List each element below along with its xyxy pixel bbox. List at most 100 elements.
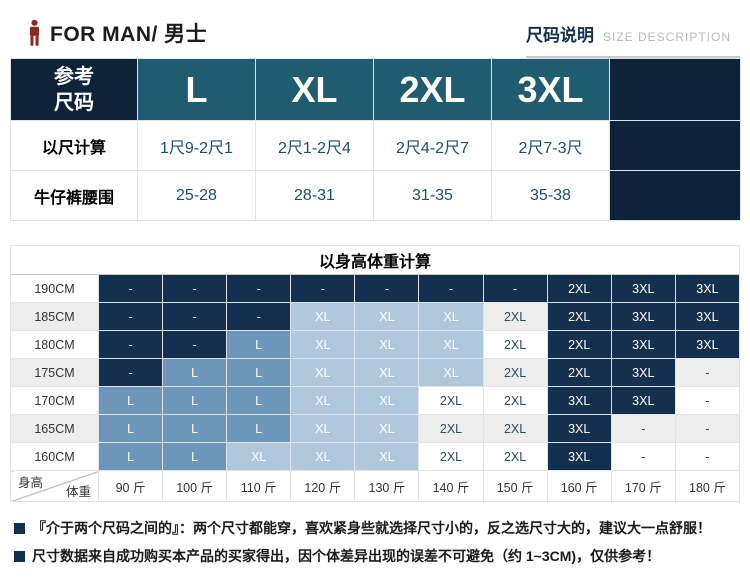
size-value-cell: 1尺9-2尺1 [137,120,256,171]
matrix-cell: XL [354,414,420,443]
matrix-cell: XL [418,302,484,331]
endcap-cell [609,58,741,121]
reference-size-table: 参考 尺码 L XL 2XL 3XL 以尺计算 1尺9-2尺1 2尺1-2尺4 … [10,58,741,221]
matrix-cell: 3XL [546,386,612,415]
square-bullet-icon [14,523,25,534]
matrix-cell: - [162,330,228,359]
matrix-cell: L [162,414,228,443]
axis-label-height: 身高 [18,476,44,490]
matrix-row: 185CM - - - XL XL XL 2XL 2XL 3XL 3XL [10,302,741,331]
matrix-cell: 3XL [674,302,741,331]
height-weight-matrix: 以身高体重计算 190CM - - - - - - -2XL 3XL 3XL 185CM - - - XL X… [10,245,741,502]
jeans-waist-row: 牛仔裤腰围 25-28 28-31 31-35 35-38 [10,170,741,221]
matrix-cell: 3XL [610,302,676,331]
height-label: 175CM [10,358,99,387]
square-bullet-icon [14,550,25,562]
matrix-cell: - [674,442,741,471]
endcap-cell [609,120,741,171]
matrix-cell: L [226,414,292,443]
matrix-cell: 2XL [482,386,548,415]
matrix-cell: 2XL [482,358,548,387]
matrix-cell: - [354,274,420,303]
matrix-cell: 3XL [610,386,676,415]
matrix-cell: XL [354,386,420,415]
corner-line2: 尺码 [54,91,94,114]
weight-label: 160 斤 [546,470,612,502]
size-value-cell: 2尺7-3尺 [491,120,610,171]
matrix-cell: - [226,274,292,303]
matrix-cell: 2XL [546,358,612,387]
matrix-row: 165CM L L L XL XL 2XL 2XL 3XL - - [10,414,741,443]
matrix-cell: L [162,386,228,415]
brand: FOR MAN/ 男士 [10,18,207,58]
matrix-cell: - [418,274,484,303]
note-text: 尺寸数据来自成功购买本产品的买家得出，因个体差异出现的误差不可避免（约 1~3C… [32,547,661,564]
matrix-cell: - [610,414,676,443]
matrix-cell: 3XL [674,330,741,359]
matrix-cell: XL [290,386,356,415]
matrix-cell: L [97,386,164,415]
axis-corner-cell: 身高 体重 [10,470,99,502]
matrix-cell: - [610,442,676,471]
chi-measure-row: 以尺计算 1尺9-2尺1 2尺1-2尺4 2尺4-2尺7 2尺7-3尺 [10,120,741,171]
matrix-row: 180CM - - L XL XL XL 2XL 2XL 3XL 3XL [10,330,741,359]
brand-label: FOR MAN/ 男士 [50,23,208,46]
section-title-en: SIZE DESCRIPTION [603,30,732,44]
size-value-cell: 35-38 [491,170,610,221]
matrix-cell: - [674,358,741,387]
matrix-cell: L [162,442,228,471]
matrix-cell: - [674,386,741,415]
weight-label: 100 斤 [162,470,228,502]
notes-section: 『介于两个尺码之间的』：两个尺寸都能穿，喜欢紧身些就选择尺寸小的，反之选尺寸大的… [14,519,736,566]
matrix-row: 175CM - L L XL XL XL 2XL 2XL 3XL - [10,358,741,387]
matrix-cell: - [97,330,164,359]
matrix-cell: XL [226,442,292,471]
matrix-cell: L [226,330,292,359]
weight-label: 150 斤 [482,470,548,502]
matrix-cell: - [162,302,228,331]
matrix-cell: 2XL [418,386,484,415]
matrix-cell: - [97,302,164,331]
matrix-cell: XL [418,358,484,387]
matrix-cell: 2XL [546,302,612,331]
note-text: 『介于两个尺码之间的』：两个尺寸都能穿，喜欢紧身些就选择尺寸小的，反之选尺寸大的… [32,520,711,536]
section-title-cn: 尺码说明 [526,26,594,45]
size-value-cell: 25-28 [137,170,256,221]
matrix-cell: 2XL [482,414,548,443]
row-label: 以尺计算 [10,120,138,171]
size-header-cell: L [137,58,256,121]
corner-line1: 参考 [54,65,94,88]
height-label: 190CM [10,274,99,303]
corner-reference-size: 参考 尺码 [10,58,138,121]
matrix-cell: 3XL [610,274,676,303]
matrix-cell: 2XL [482,302,548,331]
matrix-title: 以身高体重计算 [10,245,740,275]
matrix-cell: XL [354,302,420,331]
size-header-cell: XL [255,58,374,121]
matrix-cell: 3XL [546,414,612,443]
weight-label: 140 斤 [418,470,484,502]
matrix-cell: - [290,274,356,303]
note-line: 尺寸数据来自成功购买本产品的买家得出，因个体差异出现的误差不可避免（约 1~3C… [14,547,736,567]
matrix-cell: XL [290,358,356,387]
matrix-cell: L [226,358,292,387]
matrix-cell: XL [290,414,356,443]
matrix-cell: 2XL [546,330,612,359]
weight-row: 身高 体重 90 斤 100 斤 110 斤 120 斤 130 斤 140 斤 150 斤… [10,470,741,502]
matrix-cell: - [97,358,164,387]
matrix-body: 190CM - - - - - - -2XL 3XL 3XL 185CM - - - XL XL XL 2XL 2X… [10,274,741,471]
endcap-cell [609,170,741,221]
axis-label-weight: 体重 [65,485,91,499]
matrix-cell: 3XL [610,330,676,359]
matrix-cell: XL [354,442,420,471]
weight-label: 130 斤 [354,470,420,502]
matrix-cell: 2XL [418,442,484,471]
height-label: 170CM [10,386,99,415]
height-label: 185CM [10,302,99,331]
matrix-cell: 2XL [546,274,612,303]
matrix-cell: L [97,442,164,471]
matrix-cell: L [226,386,292,415]
size-header-cell: 2XL [373,58,492,121]
matrix-cell: 2XL [482,330,548,359]
